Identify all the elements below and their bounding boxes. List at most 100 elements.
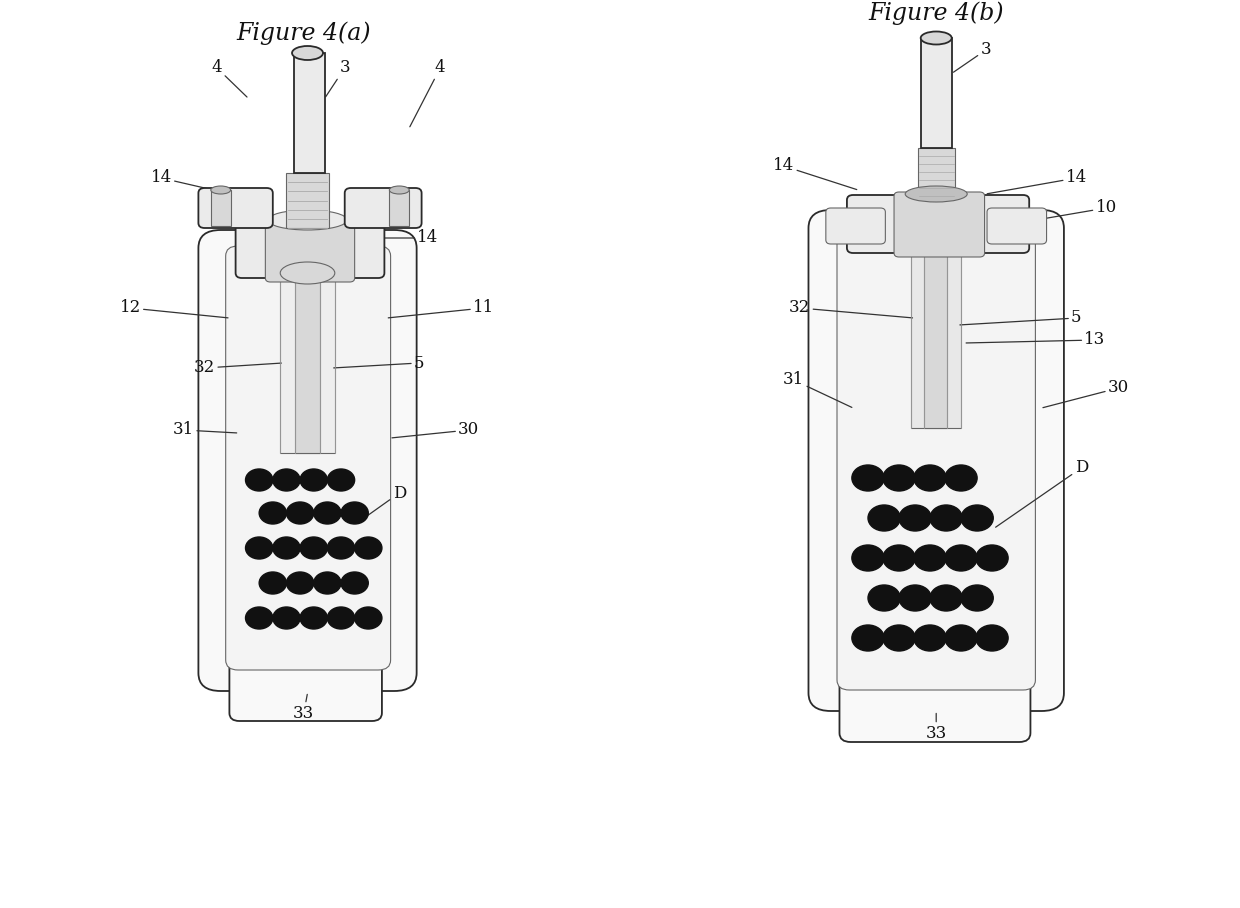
Circle shape <box>914 625 946 651</box>
Circle shape <box>945 465 977 491</box>
FancyBboxPatch shape <box>987 208 1047 244</box>
Text: Figure 4(b): Figure 4(b) <box>868 1 1004 25</box>
Circle shape <box>341 572 368 594</box>
Circle shape <box>327 469 355 491</box>
Circle shape <box>273 607 300 629</box>
Text: 32: 32 <box>789 300 913 318</box>
Text: 10: 10 <box>1025 200 1117 222</box>
Circle shape <box>852 545 884 571</box>
Circle shape <box>945 545 977 571</box>
FancyBboxPatch shape <box>839 671 1030 742</box>
Text: 31: 31 <box>782 371 852 408</box>
Bar <box>280 273 335 453</box>
Ellipse shape <box>268 210 347 230</box>
Bar <box>911 248 961 428</box>
Circle shape <box>883 545 915 571</box>
Circle shape <box>945 625 977 651</box>
Text: D: D <box>358 485 405 522</box>
Circle shape <box>868 585 900 611</box>
Text: 14: 14 <box>367 230 439 246</box>
Text: 5: 5 <box>960 310 1081 327</box>
FancyBboxPatch shape <box>808 210 1064 711</box>
FancyBboxPatch shape <box>894 192 985 257</box>
Circle shape <box>961 505 993 531</box>
Circle shape <box>914 545 946 571</box>
Circle shape <box>355 607 382 629</box>
Text: 3: 3 <box>954 42 991 73</box>
FancyBboxPatch shape <box>826 208 885 244</box>
Text: 32: 32 <box>193 360 281 377</box>
Circle shape <box>976 545 1008 571</box>
Text: 14: 14 <box>773 157 857 190</box>
FancyBboxPatch shape <box>837 226 1035 690</box>
Circle shape <box>961 585 993 611</box>
Circle shape <box>914 465 946 491</box>
Text: D: D <box>996 459 1087 528</box>
Text: 13: 13 <box>966 331 1106 349</box>
Bar <box>918 148 955 196</box>
Bar <box>294 53 325 173</box>
Text: 31: 31 <box>172 421 237 439</box>
Circle shape <box>868 505 900 531</box>
Text: 33: 33 <box>293 695 315 722</box>
Ellipse shape <box>211 186 231 194</box>
Circle shape <box>852 625 884 651</box>
Bar <box>211 190 231 226</box>
Circle shape <box>246 469 273 491</box>
Circle shape <box>300 537 327 559</box>
Circle shape <box>286 502 314 524</box>
Ellipse shape <box>905 186 967 202</box>
Circle shape <box>314 572 341 594</box>
Circle shape <box>899 505 931 531</box>
Bar <box>286 173 329 228</box>
Circle shape <box>327 537 355 559</box>
Circle shape <box>930 585 962 611</box>
Text: 11: 11 <box>388 300 495 318</box>
Circle shape <box>355 537 382 559</box>
Circle shape <box>259 572 286 594</box>
Circle shape <box>899 585 931 611</box>
Circle shape <box>259 502 286 524</box>
FancyBboxPatch shape <box>345 188 422 228</box>
Circle shape <box>327 607 355 629</box>
FancyBboxPatch shape <box>229 652 382 721</box>
Circle shape <box>300 607 327 629</box>
Circle shape <box>976 625 1008 651</box>
Text: 4: 4 <box>212 60 247 97</box>
Ellipse shape <box>280 262 335 284</box>
Text: 14: 14 <box>150 170 247 198</box>
Text: 30: 30 <box>1043 380 1130 408</box>
Ellipse shape <box>920 32 952 44</box>
Circle shape <box>314 502 341 524</box>
Ellipse shape <box>389 186 409 194</box>
Bar <box>295 273 320 453</box>
Bar <box>924 248 947 428</box>
Text: 4: 4 <box>410 60 445 127</box>
FancyBboxPatch shape <box>847 195 1029 253</box>
Text: 30: 30 <box>392 421 480 439</box>
Text: 12: 12 <box>119 300 228 318</box>
Bar <box>921 38 952 148</box>
Bar <box>389 190 409 226</box>
FancyBboxPatch shape <box>198 230 417 691</box>
Circle shape <box>883 465 915 491</box>
FancyBboxPatch shape <box>265 219 355 282</box>
Circle shape <box>273 537 300 559</box>
Circle shape <box>930 505 962 531</box>
Ellipse shape <box>293 46 322 60</box>
Text: 3: 3 <box>326 60 350 97</box>
FancyBboxPatch shape <box>226 246 391 670</box>
Circle shape <box>852 465 884 491</box>
Circle shape <box>246 537 273 559</box>
Text: 14: 14 <box>987 170 1087 193</box>
Circle shape <box>246 607 273 629</box>
Circle shape <box>300 469 327 491</box>
Circle shape <box>341 502 368 524</box>
Text: 5: 5 <box>334 354 424 371</box>
Text: 33: 33 <box>925 714 947 742</box>
Circle shape <box>883 625 915 651</box>
FancyBboxPatch shape <box>236 223 384 278</box>
Circle shape <box>286 572 314 594</box>
Circle shape <box>273 469 300 491</box>
FancyBboxPatch shape <box>198 188 273 228</box>
